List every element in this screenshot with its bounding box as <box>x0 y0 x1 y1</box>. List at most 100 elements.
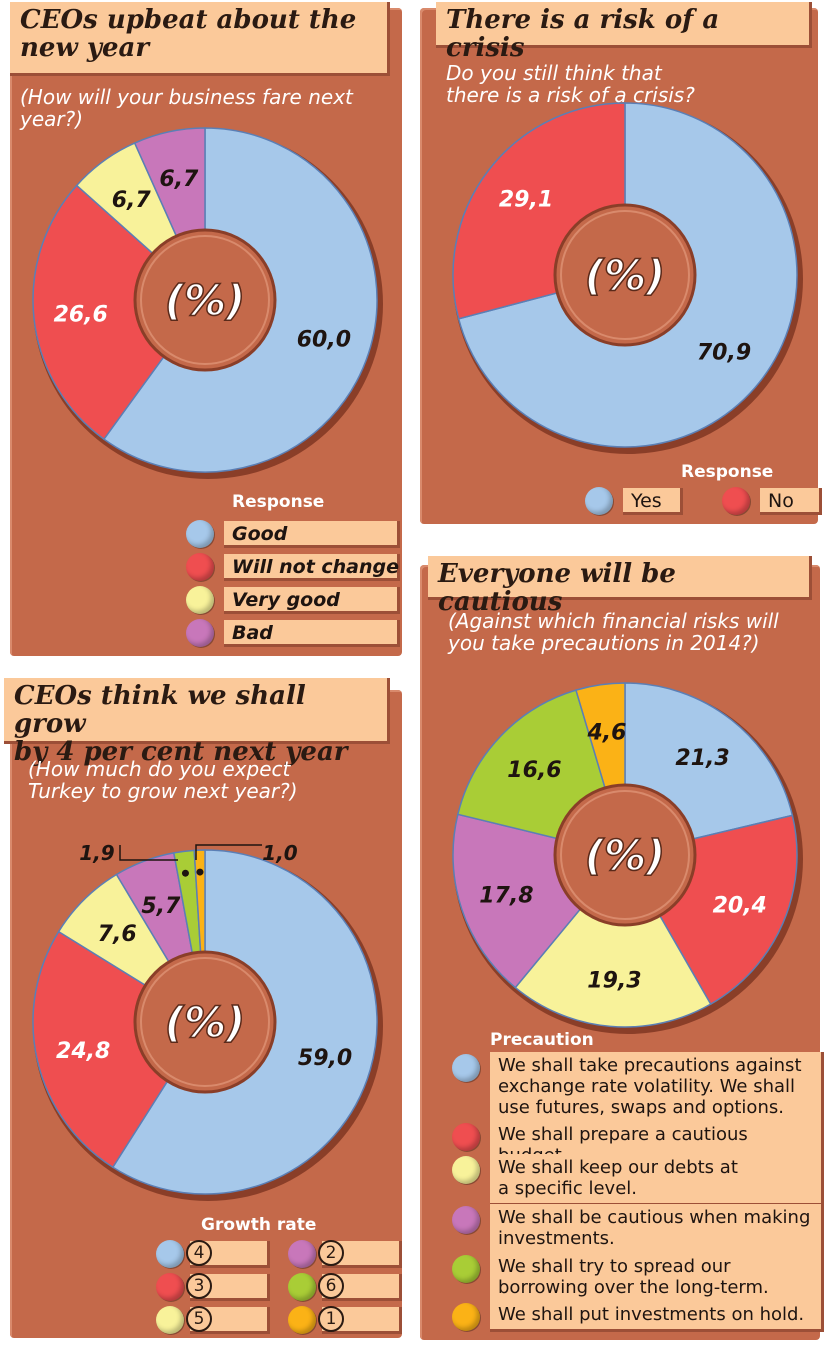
legend-label: 6 <box>318 1272 344 1299</box>
legend-swatch <box>722 487 750 515</box>
center-label: (%) <box>165 998 245 1047</box>
legend-swatch <box>288 1273 316 1301</box>
legend-label: We shall take precautions against exchan… <box>490 1052 824 1125</box>
legend-swatch <box>452 1303 480 1331</box>
data-label: 59,0 <box>298 1046 352 1071</box>
legend-label: 3 <box>186 1272 212 1299</box>
legend-swatch <box>452 1255 480 1283</box>
legend-item: Very good <box>186 586 400 614</box>
chart1-legend-title: Response <box>232 492 325 512</box>
chart4-legend-title: Precaution <box>490 1030 594 1050</box>
leader-line <box>119 845 178 861</box>
data-label: 6,7 <box>159 167 199 192</box>
legend-swatch <box>156 1306 184 1334</box>
data-label: 29,1 <box>499 188 553 213</box>
legend-swatch <box>156 1240 184 1268</box>
data-label: 17,8 <box>479 883 533 908</box>
data-label: 4,6 <box>587 720 627 745</box>
legend-swatch <box>452 1156 480 1184</box>
legend-label: We shall try to spread our borrowing ove… <box>490 1253 824 1305</box>
legend-label: Yes <box>623 487 683 515</box>
donut-hole-rim <box>140 235 270 365</box>
chart2-title: There is a risk of a crisis <box>436 2 812 62</box>
legend-item: 3 <box>156 1272 270 1301</box>
data-label: 1,0 <box>262 841 298 865</box>
legend-label: 4 <box>186 1239 212 1266</box>
data-label: 1,9 <box>79 841 115 865</box>
legend-label: Will not change <box>224 553 400 581</box>
legend-swatch <box>288 1240 316 1268</box>
donut-hole-rim <box>560 210 690 340</box>
chart1-subtitle: (How will your business fare next year?) <box>20 85 353 131</box>
chart3-subtitle: (How much do you expect Turkey to grow n… <box>28 757 298 803</box>
legend-item: Will not change <box>186 553 400 581</box>
donut-hole <box>133 228 277 372</box>
chart3-title: CEOs think we shall grow by 4 per cent n… <box>4 678 390 766</box>
data-label: 60,0 <box>297 328 351 353</box>
legend-swatch <box>585 487 613 515</box>
leader-dot <box>196 868 204 876</box>
center-label: (%) <box>165 276 245 325</box>
data-label: 5,7 <box>141 894 181 919</box>
legend-label: 2 <box>318 1239 344 1266</box>
legend-label: 5 <box>186 1305 212 1332</box>
legend-label-box: 3 <box>186 1272 270 1301</box>
legend-label: We shall be cautious when making investm… <box>490 1204 824 1256</box>
chart3-legend-title: Growth rate <box>201 1215 317 1235</box>
legend-label-box: 2 <box>318 1239 402 1268</box>
legend-item: Bad <box>186 619 400 647</box>
legend-item: Yes <box>585 487 683 515</box>
data-label: 70,9 <box>697 340 751 365</box>
legend-item: 4 <box>156 1239 270 1268</box>
legend-swatch <box>288 1306 316 1334</box>
legend-label: Bad <box>224 619 400 647</box>
donut-hole <box>553 203 697 347</box>
legend-item: Good <box>186 520 400 548</box>
legend-label: 1 <box>318 1305 344 1332</box>
legend-swatch <box>186 553 214 581</box>
legend-item: We shall be cautious when making investm… <box>452 1204 824 1256</box>
legend-item: We shall put investments on hold. <box>452 1301 824 1332</box>
legend-label: Very good <box>224 586 400 614</box>
chart2-subtitle: Do you still think that there is a risk … <box>446 61 695 107</box>
legend-swatch <box>186 520 214 548</box>
donut-hole-rim <box>140 957 270 1087</box>
legend-item: We shall try to spread our borrowing ove… <box>452 1253 824 1305</box>
leader-dot <box>181 869 189 877</box>
legend-swatch <box>452 1123 480 1151</box>
center-label: (%) <box>585 831 665 880</box>
data-label: 16,6 <box>507 758 561 783</box>
legend-label: Good <box>224 520 400 548</box>
center-label: (%) <box>585 251 665 300</box>
legend-item: We shall take precautions against exchan… <box>452 1052 824 1125</box>
legend-label: We shall put investments on hold. <box>490 1301 824 1332</box>
donut-hole-rim <box>560 790 690 920</box>
legend-item: 5 <box>156 1305 270 1334</box>
chart1-title: CEOs upbeat about the new year <box>10 2 390 76</box>
data-label: 7,6 <box>98 922 137 947</box>
legend-label-box: 6 <box>318 1272 402 1301</box>
data-label: 20,4 <box>713 894 767 919</box>
legend-item: 6 <box>288 1272 402 1301</box>
data-label: 19,3 <box>587 969 641 994</box>
chart4-title: Everyone will be cautious <box>428 556 812 616</box>
legend-swatch <box>452 1206 480 1234</box>
legend-swatch <box>186 586 214 614</box>
legend-swatch <box>452 1054 480 1082</box>
legend-swatch <box>186 619 214 647</box>
chart4-subtitle: (Against which financial risks will you … <box>448 609 779 655</box>
data-label: 24,8 <box>56 1039 110 1064</box>
leader-line <box>195 844 262 860</box>
donut-hole <box>553 783 697 927</box>
chart2-legend-title: Response <box>681 462 774 482</box>
legend-item: We shall keep our debts at a specific le… <box>452 1154 824 1206</box>
data-label: 6,7 <box>112 188 152 213</box>
legend-item: 1 <box>288 1305 402 1334</box>
legend-swatch <box>156 1273 184 1301</box>
legend-label-box: 4 <box>186 1239 270 1268</box>
donut-hole <box>133 950 277 1094</box>
